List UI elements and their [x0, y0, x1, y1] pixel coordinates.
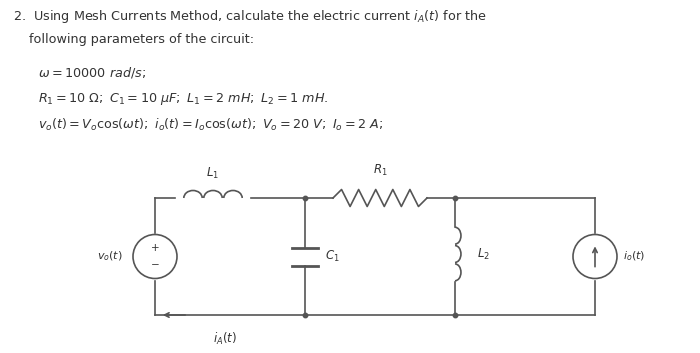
Text: $v_o(t) = V_o\cos(\omega t);\ i_o(t) = I_o\cos(\omega t);\ V_o = 20\ V;\ I_o = 2: $v_o(t) = V_o\cos(\omega t);\ i_o(t) = I…: [38, 117, 384, 133]
Text: $L_1$: $L_1$: [206, 166, 220, 181]
Text: $R_1$: $R_1$: [372, 163, 387, 178]
Text: $v_o(t)$: $v_o(t)$: [97, 250, 123, 263]
Text: +: +: [150, 243, 160, 253]
Text: $C_1$: $C_1$: [325, 249, 340, 264]
Text: −: −: [150, 260, 160, 270]
Text: $i_o(t)$: $i_o(t)$: [623, 250, 645, 263]
Text: $R_1 = 10\ \Omega;\ C_1 = 10\ \mu F;\ L_1 = 2\ mH;\ L_2 = 1\ mH.$: $R_1 = 10\ \Omega;\ C_1 = 10\ \mu F;\ L_…: [38, 91, 328, 107]
Text: $\omega = 10000\ \mathit{rad/s};$: $\omega = 10000\ \mathit{rad/s};$: [38, 65, 146, 80]
Text: $L_2$: $L_2$: [477, 246, 490, 262]
Text: 2.  Using Mesh Currents Method, calculate the electric current $i_A(t)$ for the: 2. Using Mesh Currents Method, calculate…: [13, 8, 487, 25]
Text: following parameters of the circuit:: following parameters of the circuit:: [13, 33, 254, 46]
Text: $i_A(t)$: $i_A(t)$: [213, 331, 237, 347]
